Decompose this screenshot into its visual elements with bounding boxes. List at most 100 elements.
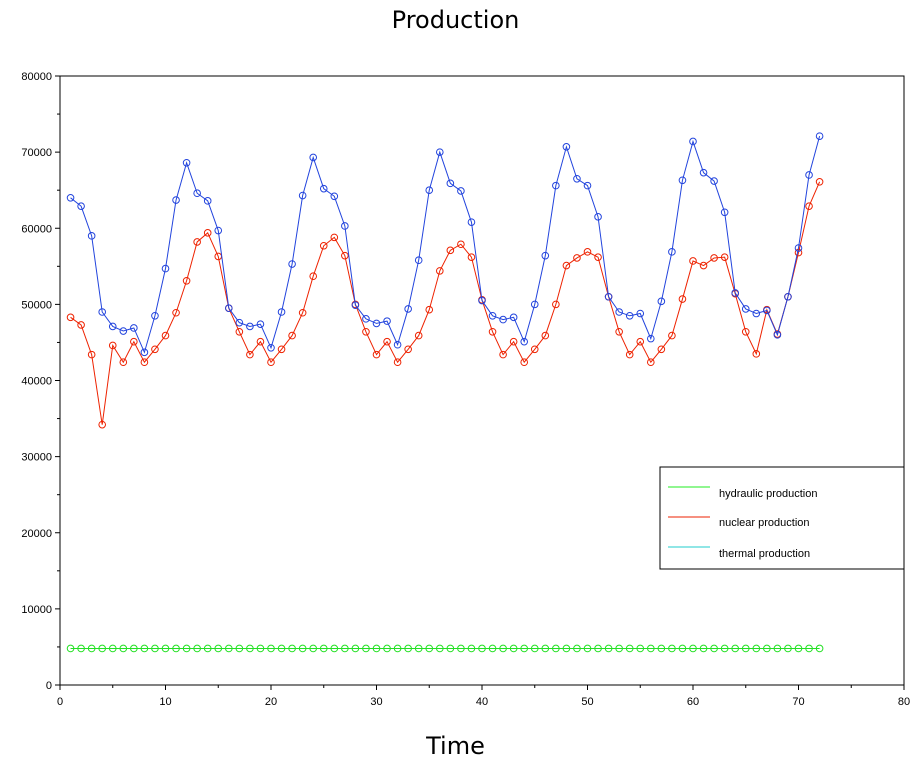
data-point-hydraulic	[499, 644, 507, 653]
series-layer	[66, 132, 824, 653]
data-point-hydraulic	[372, 644, 381, 653]
data-point-nuclear	[710, 254, 718, 262]
data-point-hydraulic	[182, 644, 191, 653]
data-point-nuclear	[172, 308, 180, 317]
data-point-thermal	[752, 309, 761, 318]
x-tick-label: 50	[581, 696, 593, 708]
data-point-thermal	[562, 143, 571, 151]
data-point-hydraulic	[119, 644, 128, 653]
data-point-hydraulic	[668, 644, 676, 653]
data-point-thermal	[151, 311, 159, 320]
data-point-hydraulic	[594, 644, 602, 653]
data-point-hydraulic	[615, 644, 623, 653]
data-point-thermal	[330, 192, 339, 201]
data-point-nuclear	[362, 327, 370, 336]
data-point-thermal	[446, 179, 455, 188]
data-point-thermal	[604, 292, 613, 301]
data-point-hydraulic	[625, 644, 634, 653]
data-point-thermal	[362, 315, 370, 323]
y-tick-label: 40000	[21, 376, 52, 388]
y-tick-label: 0	[46, 680, 52, 692]
data-point-hydraulic	[815, 644, 824, 653]
data-point-nuclear	[499, 350, 507, 359]
data-point-nuclear	[119, 358, 128, 367]
data-point-hydraulic	[647, 644, 655, 653]
data-point-nuclear	[541, 331, 550, 340]
data-point-nuclear	[615, 327, 623, 336]
data-point-nuclear	[530, 345, 539, 354]
x-tick-label: 0	[57, 696, 63, 708]
data-point-hydraulic	[425, 644, 434, 653]
data-point-nuclear	[425, 305, 434, 314]
data-point-hydraulic	[720, 644, 729, 653]
data-point-hydraulic	[541, 644, 550, 653]
data-point-thermal	[815, 132, 824, 140]
data-point-hydraulic	[446, 644, 455, 653]
data-point-hydraulic	[309, 644, 318, 653]
data-point-hydraulic	[362, 644, 370, 653]
data-point-hydraulic	[436, 644, 444, 653]
data-point-nuclear	[436, 267, 444, 275]
data-point-hydraulic	[530, 644, 539, 653]
data-point-nuclear	[805, 202, 813, 210]
data-point-nuclear	[330, 233, 339, 242]
x-tick-label: 40	[476, 696, 488, 708]
y-tick-label: 60000	[21, 223, 52, 235]
data-point-nuclear	[583, 248, 592, 256]
data-point-nuclear	[393, 358, 402, 367]
y-tick-label: 80000	[21, 71, 52, 83]
data-point-thermal	[720, 208, 729, 217]
data-point-thermal	[108, 322, 117, 331]
data-point-hydraulic	[77, 644, 85, 653]
data-point-thermal	[77, 202, 85, 210]
data-point-hydraulic	[699, 644, 708, 653]
data-point-nuclear	[277, 345, 286, 354]
data-point-hydraulic	[87, 644, 96, 653]
data-point-nuclear	[309, 272, 318, 281]
data-point-hydraulic	[277, 644, 286, 653]
data-point-nuclear	[457, 240, 465, 249]
x-tick-label: 70	[792, 696, 804, 708]
data-point-hydraulic	[457, 644, 465, 653]
data-point-thermal	[414, 256, 423, 265]
y-tick-label: 10000	[21, 604, 52, 616]
data-point-thermal	[520, 337, 529, 346]
data-point-hydraulic	[573, 644, 581, 653]
data-point-thermal	[98, 308, 106, 316]
data-point-hydraulic	[784, 644, 792, 653]
data-point-hydraulic	[741, 644, 750, 653]
data-point-thermal	[805, 171, 813, 179]
data-point-nuclear	[108, 341, 117, 350]
data-point-thermal	[436, 148, 444, 156]
data-point-hydraulic	[130, 644, 138, 653]
data-point-thermal	[351, 301, 360, 309]
legend-label-nuclear: nuclear production	[719, 517, 810, 529]
data-point-thermal	[467, 218, 476, 226]
data-point-thermal	[488, 311, 497, 320]
data-point-nuclear	[87, 350, 96, 359]
data-point-nuclear	[246, 350, 254, 359]
data-point-thermal	[372, 319, 381, 328]
data-point-hydraulic	[752, 644, 761, 653]
data-point-thermal	[583, 181, 592, 190]
data-point-hydraulic	[246, 644, 254, 653]
data-point-hydraulic	[414, 644, 423, 653]
data-point-hydraulic	[214, 644, 223, 653]
data-point-nuclear	[562, 261, 571, 270]
data-point-thermal	[182, 158, 191, 167]
data-point-hydraulic	[140, 644, 149, 653]
data-point-nuclear	[383, 337, 391, 346]
data-point-nuclear	[636, 337, 645, 346]
data-point-nuclear	[98, 420, 106, 429]
data-point-hydraulic	[404, 644, 412, 653]
series-line-thermal	[70, 136, 821, 354]
series-hydraulic	[66, 644, 824, 653]
data-point-nuclear	[678, 295, 687, 303]
data-point-nuclear	[509, 337, 518, 346]
data-point-nuclear	[404, 345, 412, 354]
data-point-thermal	[267, 343, 275, 352]
data-point-thermal	[710, 177, 718, 185]
data-point-hydraulic	[161, 644, 170, 653]
data-point-nuclear	[66, 313, 75, 322]
data-point-hydraulic	[509, 644, 518, 653]
